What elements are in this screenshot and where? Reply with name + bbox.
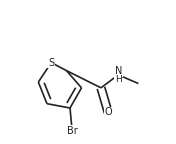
Text: Br: Br (67, 126, 78, 136)
Text: O: O (104, 107, 112, 117)
Text: S: S (48, 58, 54, 68)
Text: N: N (115, 66, 122, 76)
Text: H: H (115, 75, 122, 84)
